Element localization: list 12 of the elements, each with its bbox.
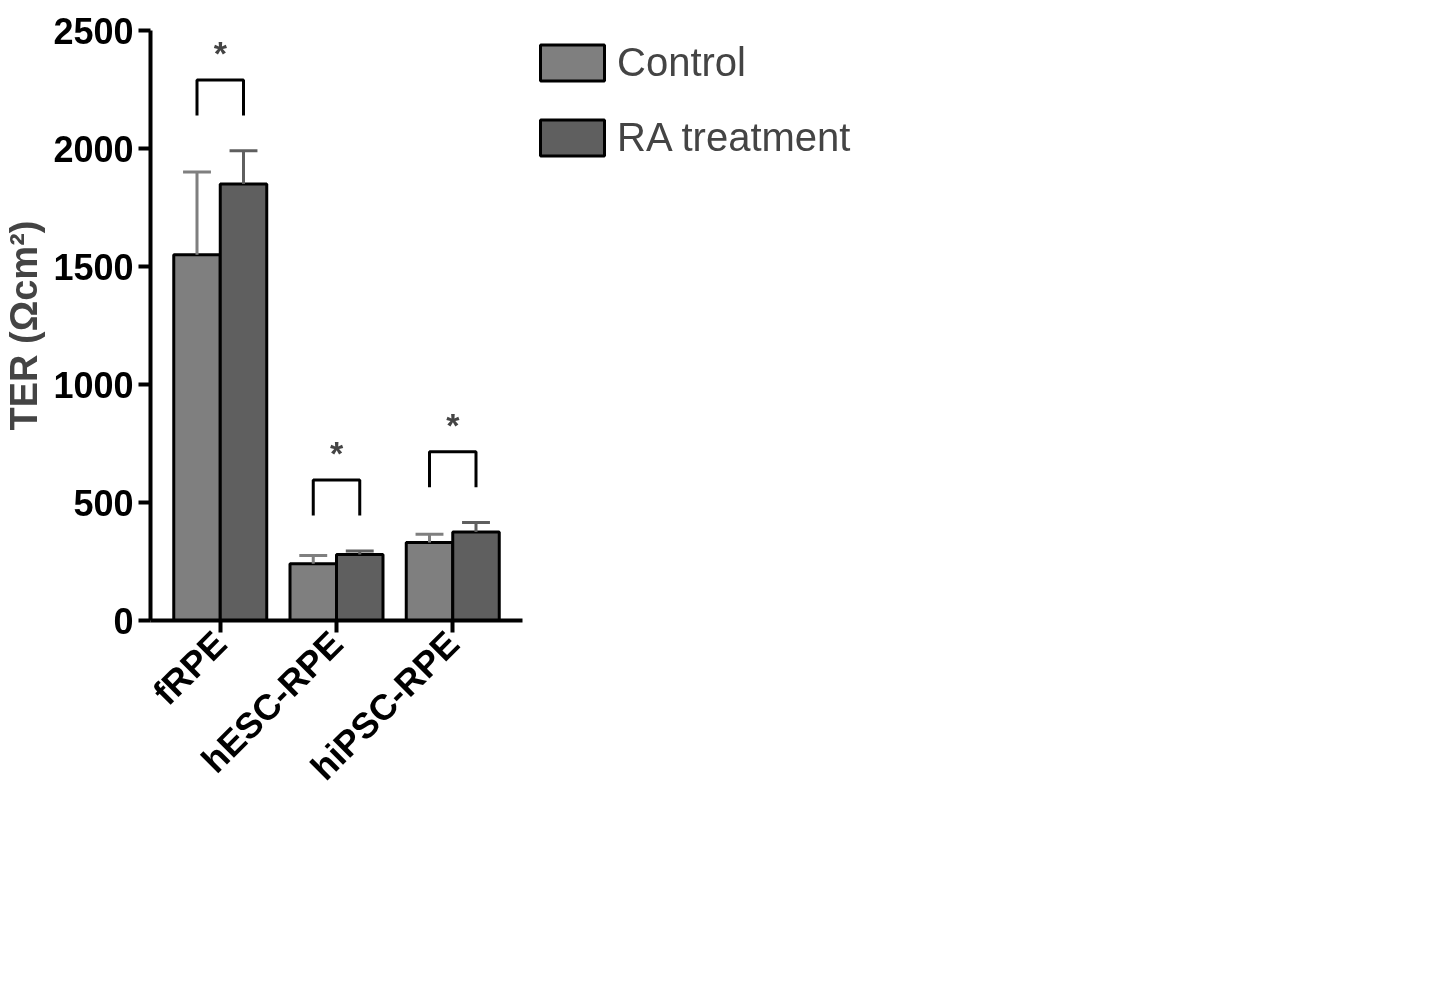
y-tick-label: 1500 bbox=[53, 246, 134, 288]
y-tick-label: 500 bbox=[73, 482, 134, 524]
y-tick-label: 2000 bbox=[53, 128, 134, 170]
annotation: * bbox=[329, 434, 344, 473]
y-tick-label: 2500 bbox=[53, 10, 134, 52]
annotation: * bbox=[213, 34, 228, 73]
y-tick-label: 0 bbox=[113, 600, 134, 642]
legend-label: RA treatment bbox=[617, 115, 851, 160]
annotation: * bbox=[446, 405, 461, 444]
y-tick-label: 1000 bbox=[53, 364, 134, 406]
legend-label: Control bbox=[617, 40, 746, 85]
y-axis-title: TER (Ωcm²) bbox=[3, 220, 46, 431]
